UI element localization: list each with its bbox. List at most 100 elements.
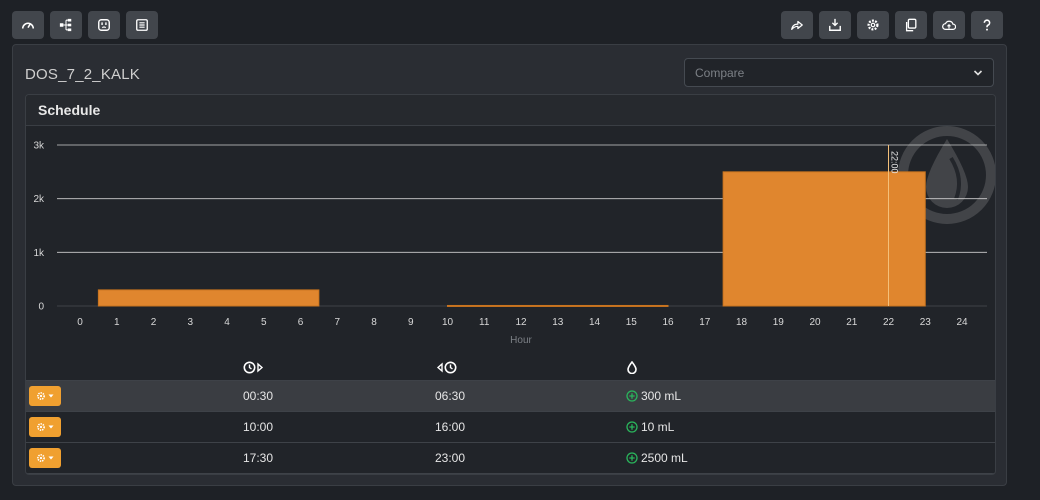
schedule-card: Schedule 0 1k 2k 3k 0 1 2 3 4 5 6 7 8 9 10 11 12 13 14 15 1…: [25, 94, 996, 475]
x-tick-label: 12: [515, 317, 527, 328]
x-tick-label: 10: [442, 317, 454, 328]
x-tick-label: 15: [626, 317, 638, 328]
x-tick-label: 19: [773, 317, 785, 328]
chevron-down-icon: [973, 70, 983, 76]
end-time: 06:30: [435, 389, 466, 403]
list-icon: [136, 19, 148, 31]
caret-down-icon: [48, 456, 54, 460]
gear-icon: [37, 454, 45, 462]
chart-bar: [447, 304, 669, 307]
y-tick-label: 0: [38, 302, 44, 313]
gear-icon: [37, 423, 45, 431]
amount-cell: 300 mL: [626, 389, 681, 403]
start-time: 17:30: [243, 451, 274, 465]
device-panel: DOS_7_2_KALK Compare Schedule 0 1k 2k 3k 0 1…: [12, 44, 1007, 486]
dashboard-icon: [21, 22, 35, 29]
help-button[interactable]: [971, 11, 1003, 39]
marker-label: 22:00: [890, 151, 900, 174]
end-time-header: [435, 361, 457, 379]
x-tick-label: 11: [479, 317, 490, 328]
amount-cell: 2500 mL: [626, 451, 688, 465]
drop-icon: [627, 360, 637, 375]
settings-button[interactable]: [857, 11, 889, 39]
plus-circle-icon: [626, 390, 638, 402]
left-toolbar: [12, 11, 158, 39]
outlet-button[interactable]: [88, 11, 120, 39]
x-tick-label: 17: [699, 317, 711, 328]
x-tick-label: 22: [883, 317, 895, 328]
start-time: 10:00: [243, 420, 274, 434]
start-time-header: [243, 361, 265, 379]
sitemap-icon: [59, 18, 72, 32]
schedule-title: Schedule: [38, 102, 101, 118]
plus-circle-icon: [626, 452, 638, 464]
sitemap-button[interactable]: [50, 11, 82, 39]
x-tick-label: 8: [371, 317, 377, 328]
download-icon: [829, 18, 841, 31]
row-settings-button[interactable]: [29, 417, 61, 437]
compare-select[interactable]: Compare: [684, 58, 994, 87]
x-tick-label: 6: [298, 317, 304, 328]
help-icon: [983, 19, 991, 31]
amount-value: 10 mL: [641, 420, 675, 434]
chart-bar: [97, 289, 320, 307]
amount-value: 2500 mL: [641, 451, 688, 465]
x-axis-labels: 0 1 2 3 4 5 6 7 8 9 10 11 12 13 14 15 16 17 18 19 20 21 22 23 24: [77, 317, 968, 328]
row-settings-button[interactable]: [29, 386, 61, 406]
amount-header: [626, 360, 638, 379]
x-tick-label: 14: [589, 317, 601, 328]
x-tick-label: 5: [261, 317, 267, 328]
cloud-upload-button[interactable]: [933, 11, 965, 39]
list-button[interactable]: [126, 11, 158, 39]
caret-down-icon: [48, 425, 54, 429]
outlet-icon: [98, 19, 110, 31]
end-time: 23:00: [435, 451, 466, 465]
x-tick-label: 24: [956, 317, 968, 328]
copy-icon: [905, 18, 917, 32]
x-tick-label: 3: [187, 317, 193, 328]
row-settings-button[interactable]: [29, 448, 61, 468]
end-time: 16:00: [435, 420, 466, 434]
x-tick-label: 4: [224, 317, 230, 328]
x-tick-label: 2: [151, 317, 157, 328]
table-bottom-border: [26, 473, 995, 474]
share-icon: [791, 20, 803, 30]
end-clock-icon: [436, 361, 457, 374]
x-tick-label: 13: [552, 317, 564, 328]
x-tick-label: 7: [334, 317, 340, 328]
settings-icon: [867, 19, 879, 31]
download-button[interactable]: [819, 11, 851, 39]
x-tick-label: 9: [408, 317, 414, 328]
x-tick-label: 18: [736, 317, 748, 328]
dashboard-button[interactable]: [12, 11, 44, 39]
right-toolbar: [781, 11, 1003, 39]
x-tick-label: 20: [809, 317, 821, 328]
chart-bar: [722, 171, 926, 307]
table-row: 17:30 23:00 2500 mL: [26, 442, 995, 473]
compare-placeholder: Compare: [695, 66, 745, 80]
start-clock-icon: [243, 361, 264, 374]
x-tick-label: 1: [114, 317, 120, 328]
plus-circle-icon: [626, 421, 638, 433]
x-tick-label: 21: [846, 317, 858, 328]
schedule-card-header: Schedule: [26, 95, 995, 126]
y-tick-label: 1k: [33, 248, 45, 259]
schedule-table-header: [26, 353, 995, 380]
x-axis-title: Hour: [510, 335, 532, 346]
chart-bars: [97, 171, 926, 307]
current-time-marker: 22:00: [888, 145, 900, 306]
x-tick-label: 0: [77, 317, 83, 328]
x-tick-label: 23: [920, 317, 932, 328]
amount-value: 300 mL: [641, 389, 682, 403]
start-time: 00:30: [243, 389, 274, 403]
cloud-upload-icon: [942, 20, 956, 30]
y-axis-labels: 0 1k 2k 3k: [33, 141, 45, 313]
x-tick-label: 16: [662, 317, 674, 328]
table-row: 10:00 16:00 10 mL: [26, 411, 995, 442]
gear-icon: [37, 392, 45, 400]
table-row: 00:30 06:30 300 mL: [26, 380, 995, 411]
copy-button[interactable]: [895, 11, 927, 39]
share-button[interactable]: [781, 11, 813, 39]
device-title: DOS_7_2_KALK: [25, 66, 140, 83]
